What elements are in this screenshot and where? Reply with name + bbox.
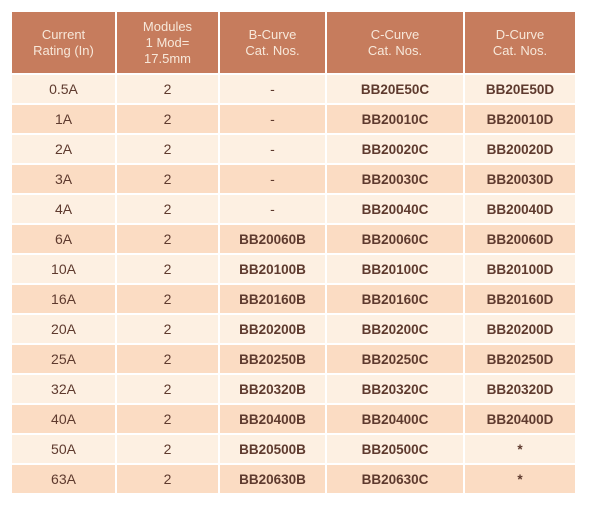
cell-rating: 3A (12, 165, 115, 193)
cell-b-curve: - (220, 165, 325, 193)
cell-b-curve: BB20060B (220, 225, 325, 253)
cell-b-curve: BB20630B (220, 465, 325, 493)
cell-c-curve: BB20E50C (327, 75, 463, 103)
cell-rating: 32A (12, 375, 115, 403)
cell-d-curve: BB20200D (465, 315, 575, 343)
cell-rating: 20A (12, 315, 115, 343)
cell-d-curve: BB20010D (465, 105, 575, 133)
cell-rating: 16A (12, 285, 115, 313)
cell-rating: 63A (12, 465, 115, 493)
cell-modules: 2 (117, 465, 218, 493)
table-row: 3A 2- BB20030C BB20030D (12, 165, 575, 193)
cell-modules: 2 (117, 315, 218, 343)
cell-b-curve: - (220, 75, 325, 103)
cell-c-curve: BB20020C (327, 135, 463, 163)
cell-c-curve: BB20100C (327, 255, 463, 283)
cell-d-curve: * (465, 465, 575, 493)
table-body: 0.5A 2- BB20E50C BB20E50D 1A 2- BB20010C BB2001… (12, 75, 575, 493)
table-row: 10A 2 BB20100B BB20100C BB20100D (12, 255, 575, 283)
cell-rating: 40A (12, 405, 115, 433)
column-header-d-curve: D-Curve Cat. Nos. (465, 12, 575, 73)
cell-modules: 2 (117, 195, 218, 223)
cell-c-curve: BB20010C (327, 105, 463, 133)
cell-modules: 2 (117, 435, 218, 463)
cell-d-curve: BB20250D (465, 345, 575, 373)
cell-rating: 1A (12, 105, 115, 133)
table-row: 20A 2 BB20200B BB20200C BB20200D (12, 315, 575, 343)
table-header: Current Rating (In) Modules 1 Mod= 17.5m… (12, 12, 575, 73)
cell-rating: 50A (12, 435, 115, 463)
cell-d-curve: BB20100D (465, 255, 575, 283)
cell-b-curve: BB20160B (220, 285, 325, 313)
cell-c-curve: BB20630C (327, 465, 463, 493)
cell-modules: 2 (117, 105, 218, 133)
table-row: 2A 2- BB20020C BB20020D (12, 135, 575, 163)
cell-b-curve: BB20100B (220, 255, 325, 283)
cell-b-curve: - (220, 135, 325, 163)
cell-d-curve: BB20400D (465, 405, 575, 433)
cell-d-curve: BB20060D (465, 225, 575, 253)
cell-c-curve: BB20160C (327, 285, 463, 313)
cell-modules: 2 (117, 405, 218, 433)
cell-b-curve: BB20250B (220, 345, 325, 373)
cell-rating: 10A (12, 255, 115, 283)
cell-modules: 2 (117, 255, 218, 283)
table-row: 32A 2 BB20320B BB20320C BB20320D (12, 375, 575, 403)
column-header-c-curve: C-Curve Cat. Nos. (327, 12, 463, 73)
table-row: 16A 2 BB20160B BB20160C BB20160D (12, 285, 575, 313)
cell-modules: 2 (117, 135, 218, 163)
cell-d-curve: BB20030D (465, 165, 575, 193)
cell-b-curve: BB20200B (220, 315, 325, 343)
cell-modules: 2 (117, 165, 218, 193)
cell-c-curve: BB20040C (327, 195, 463, 223)
table-row: 40A 2 BB20400B BB20400C BB20400D (12, 405, 575, 433)
table-row: 1A 2- BB20010C BB20010D (12, 105, 575, 133)
cell-b-curve: BB20400B (220, 405, 325, 433)
cell-b-curve: - (220, 105, 325, 133)
cell-c-curve: BB20250C (327, 345, 463, 373)
cell-d-curve: * (465, 435, 575, 463)
cell-b-curve: BB20320B (220, 375, 325, 403)
cell-c-curve: BB20500C (327, 435, 463, 463)
cell-c-curve: BB20030C (327, 165, 463, 193)
cell-modules: 2 (117, 75, 218, 103)
cell-modules: 2 (117, 285, 218, 313)
cell-modules: 2 (117, 345, 218, 373)
cell-modules: 2 (117, 375, 218, 403)
header-row: Current Rating (In) Modules 1 Mod= 17.5m… (12, 12, 575, 73)
column-header-rating: Current Rating (In) (12, 12, 115, 73)
cell-d-curve: BB20020D (465, 135, 575, 163)
table-row: 25A 2 BB20250B BB20250C BB20250D (12, 345, 575, 373)
cell-rating: 25A (12, 345, 115, 373)
cell-rating: 2A (12, 135, 115, 163)
table-row: 6A 2 BB20060B BB20060C BB20060D (12, 225, 575, 253)
cell-d-curve: BB20E50D (465, 75, 575, 103)
cell-rating: 4A (12, 195, 115, 223)
cell-modules: 2 (117, 225, 218, 253)
cell-d-curve: BB20040D (465, 195, 575, 223)
cell-c-curve: BB20200C (327, 315, 463, 343)
catalog-table: Current Rating (In) Modules 1 Mod= 17.5m… (10, 10, 577, 495)
cell-b-curve: BB20500B (220, 435, 325, 463)
cell-d-curve: BB20160D (465, 285, 575, 313)
cell-rating: 0.5A (12, 75, 115, 103)
column-header-b-curve: B-Curve Cat. Nos. (220, 12, 325, 73)
table-row: 50A 2 BB20500B BB20500C * (12, 435, 575, 463)
cell-rating: 6A (12, 225, 115, 253)
column-header-modules: Modules 1 Mod= 17.5mm (117, 12, 218, 73)
cell-d-curve: BB20320D (465, 375, 575, 403)
table-row: 63A 2 BB20630B BB20630C * (12, 465, 575, 493)
cell-c-curve: BB20400C (327, 405, 463, 433)
cell-c-curve: BB20060C (327, 225, 463, 253)
cell-b-curve: - (220, 195, 325, 223)
table-row: 0.5A 2- BB20E50C BB20E50D (12, 75, 575, 103)
catalog-table-container: Current Rating (In) Modules 1 Mod= 17.5m… (10, 10, 577, 495)
cell-c-curve: BB20320C (327, 375, 463, 403)
table-row: 4A 2- BB20040C BB20040D (12, 195, 575, 223)
